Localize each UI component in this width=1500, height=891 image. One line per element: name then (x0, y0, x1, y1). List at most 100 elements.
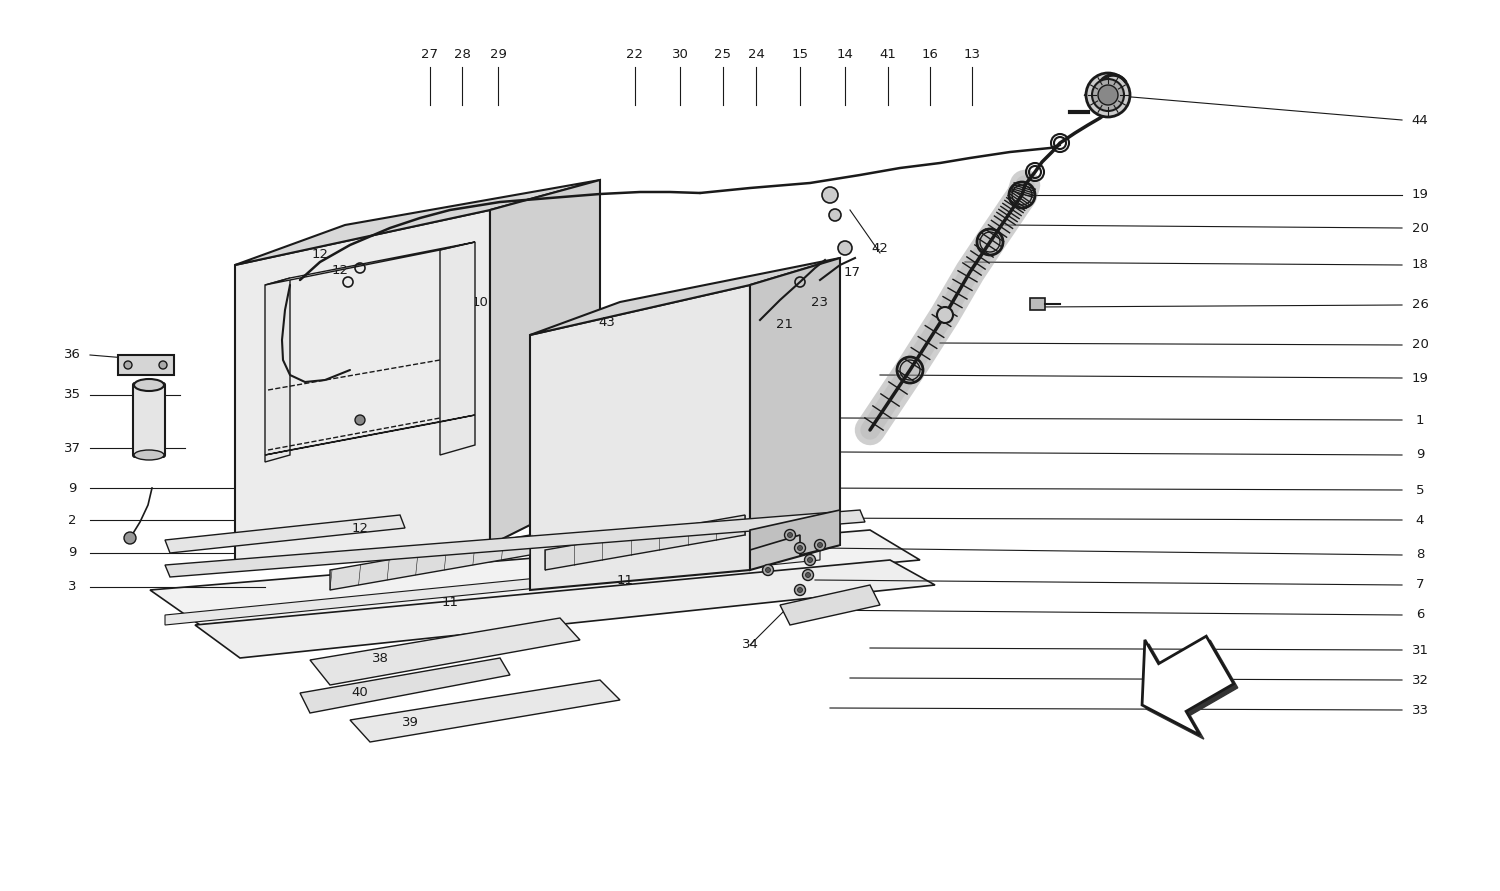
Text: 21: 21 (777, 318, 794, 331)
Circle shape (124, 361, 132, 369)
Polygon shape (330, 535, 530, 590)
Bar (118, 355, 174, 375)
Polygon shape (310, 618, 580, 685)
Text: 36: 36 (63, 348, 81, 362)
Text: 9: 9 (68, 481, 76, 495)
Text: 10: 10 (471, 296, 489, 308)
Polygon shape (266, 278, 290, 462)
Circle shape (795, 584, 806, 595)
Text: 6: 6 (1416, 609, 1424, 622)
Text: 35: 35 (63, 388, 81, 402)
Polygon shape (150, 530, 920, 625)
Circle shape (795, 543, 806, 553)
Text: 27: 27 (422, 48, 438, 61)
Text: 11: 11 (441, 596, 459, 609)
Text: 13: 13 (963, 48, 981, 61)
Text: 12: 12 (332, 264, 348, 276)
Text: 34: 34 (741, 639, 759, 651)
FancyBboxPatch shape (134, 383, 165, 457)
Circle shape (159, 361, 166, 369)
Polygon shape (544, 515, 746, 570)
Circle shape (1092, 79, 1124, 111)
Polygon shape (165, 515, 405, 553)
Polygon shape (750, 258, 840, 570)
Polygon shape (236, 210, 490, 570)
Text: 5: 5 (1416, 484, 1424, 496)
Text: 23: 23 (812, 296, 828, 308)
Text: 11: 11 (616, 574, 633, 586)
Ellipse shape (134, 450, 164, 460)
Text: 4: 4 (1416, 513, 1424, 527)
Text: 14: 14 (837, 48, 854, 61)
Text: 18: 18 (1412, 258, 1428, 272)
Polygon shape (266, 242, 476, 285)
Text: 19: 19 (1412, 189, 1428, 201)
Text: 42: 42 (871, 241, 888, 255)
Polygon shape (236, 180, 600, 265)
Polygon shape (165, 510, 866, 577)
Polygon shape (300, 658, 510, 713)
Polygon shape (490, 180, 600, 545)
Text: 3: 3 (68, 581, 76, 593)
Text: 41: 41 (879, 48, 897, 61)
Text: 28: 28 (453, 48, 471, 61)
Circle shape (830, 209, 842, 221)
Ellipse shape (134, 379, 164, 391)
Text: 29: 29 (489, 48, 507, 61)
Circle shape (1098, 85, 1118, 105)
Text: 19: 19 (1412, 372, 1428, 385)
Circle shape (818, 543, 822, 547)
Circle shape (806, 573, 810, 577)
Text: 39: 39 (402, 716, 418, 730)
Polygon shape (165, 550, 821, 625)
Circle shape (124, 532, 136, 544)
Circle shape (802, 569, 813, 581)
Circle shape (765, 568, 771, 573)
Text: 37: 37 (63, 442, 81, 454)
Polygon shape (780, 585, 880, 625)
Text: 25: 25 (714, 48, 732, 61)
Text: 20: 20 (1412, 222, 1428, 234)
Text: 1: 1 (1416, 413, 1424, 427)
Text: 43: 43 (598, 315, 615, 329)
Text: 20: 20 (1412, 339, 1428, 352)
Text: 17: 17 (843, 266, 861, 279)
Text: 12: 12 (312, 249, 328, 261)
Circle shape (788, 533, 792, 537)
Text: 9: 9 (1416, 448, 1424, 462)
Polygon shape (195, 560, 934, 658)
Circle shape (784, 529, 795, 541)
Circle shape (839, 241, 852, 255)
Circle shape (1086, 73, 1130, 117)
Text: 24: 24 (747, 48, 765, 61)
Polygon shape (440, 242, 476, 455)
Text: 22: 22 (627, 48, 644, 61)
Circle shape (815, 539, 825, 551)
Text: 15: 15 (792, 48, 808, 61)
Text: 12: 12 (351, 521, 369, 535)
Polygon shape (266, 415, 476, 455)
Circle shape (762, 565, 774, 576)
Text: 44: 44 (1412, 113, 1428, 127)
Circle shape (356, 415, 364, 425)
Circle shape (822, 187, 839, 203)
Circle shape (804, 554, 816, 566)
Text: 32: 32 (1412, 674, 1428, 686)
Text: 7: 7 (1416, 578, 1424, 592)
Circle shape (798, 545, 802, 551)
Text: 16: 16 (921, 48, 939, 61)
Polygon shape (1142, 636, 1233, 735)
Text: 33: 33 (1412, 704, 1428, 716)
Text: 26: 26 (1412, 298, 1428, 312)
Polygon shape (750, 510, 840, 555)
Text: 31: 31 (1412, 643, 1428, 657)
Circle shape (938, 307, 952, 323)
Text: 30: 30 (672, 48, 688, 61)
Polygon shape (530, 285, 750, 590)
Text: 40: 40 (351, 686, 369, 699)
Polygon shape (1146, 641, 1238, 740)
Text: 8: 8 (1416, 549, 1424, 561)
Circle shape (798, 587, 802, 593)
Text: 2: 2 (68, 513, 76, 527)
Polygon shape (530, 258, 840, 335)
